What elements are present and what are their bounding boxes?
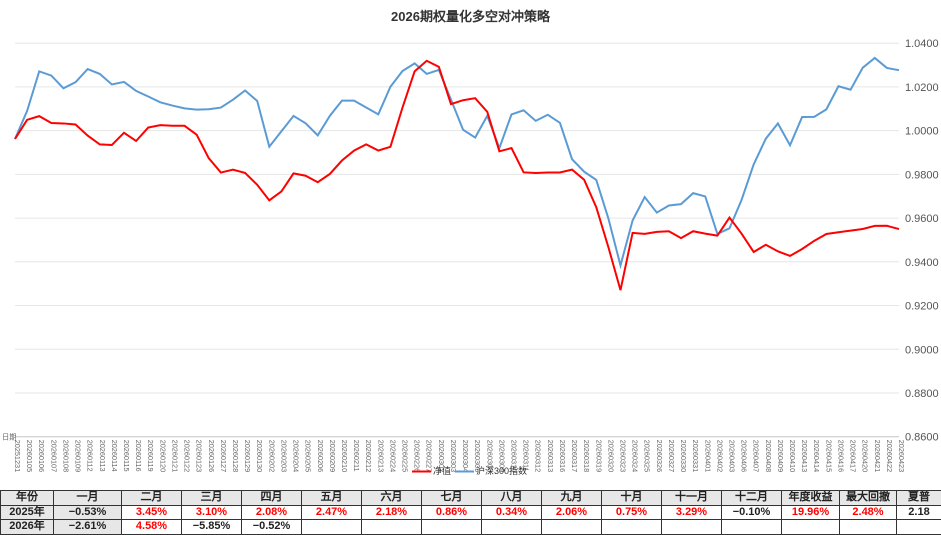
svg-text:20260327: 20260327 — [667, 440, 676, 472]
svg-text:20260417: 20260417 — [849, 440, 858, 472]
svg-text:0.9600: 0.9600 — [905, 213, 939, 225]
svg-text:20260317: 20260317 — [570, 440, 579, 472]
svg-text:20260212: 20260212 — [364, 440, 373, 472]
svg-text:20260402: 20260402 — [715, 440, 724, 472]
svg-text:20260108: 20260108 — [61, 440, 70, 472]
svg-text:20260113: 20260113 — [98, 440, 107, 472]
svg-text:日期: 日期 — [2, 433, 17, 442]
svg-text:20260119: 20260119 — [146, 440, 155, 472]
svg-text:20260213: 20260213 — [376, 440, 385, 472]
svg-text:净值: 净值 — [433, 465, 451, 476]
svg-text:20260106: 20260106 — [37, 440, 46, 472]
svg-text:20260114: 20260114 — [110, 440, 119, 472]
svg-text:20260202: 20260202 — [267, 440, 276, 472]
svg-text:20260410: 20260410 — [788, 440, 797, 472]
svg-text:20260406: 20260406 — [740, 440, 749, 472]
svg-text:1.0400: 1.0400 — [905, 38, 939, 50]
svg-text:20260401: 20260401 — [703, 440, 712, 472]
svg-text:20260316: 20260316 — [558, 440, 567, 472]
svg-text:20260423: 20260423 — [897, 440, 906, 472]
svg-text:20260116: 20260116 — [134, 440, 143, 472]
svg-text:20260304: 20260304 — [461, 440, 470, 472]
svg-text:20260313: 20260313 — [546, 440, 555, 472]
svg-text:20251231: 20251231 — [13, 440, 22, 472]
svg-text:20260115: 20260115 — [122, 440, 131, 472]
svg-text:20260210: 20260210 — [340, 440, 349, 472]
svg-text:20260122: 20260122 — [183, 440, 192, 472]
svg-text:20260224: 20260224 — [388, 440, 397, 472]
svg-text:0.9800: 0.9800 — [905, 169, 939, 181]
svg-text:20260331: 20260331 — [691, 440, 700, 472]
svg-text:20260415: 20260415 — [824, 440, 833, 472]
svg-text:20260414: 20260414 — [812, 440, 821, 472]
svg-text:20260413: 20260413 — [800, 440, 809, 472]
svg-text:20260204: 20260204 — [292, 440, 301, 472]
svg-text:20260105: 20260105 — [25, 440, 34, 472]
svg-text:20260128: 20260128 — [231, 440, 240, 472]
svg-text:20260421: 20260421 — [873, 440, 882, 472]
svg-text:20260130: 20260130 — [255, 440, 264, 472]
svg-text:20260407: 20260407 — [752, 440, 761, 472]
svg-text:20260112: 20260112 — [86, 440, 95, 472]
svg-text:20260416: 20260416 — [836, 440, 845, 472]
svg-text:20260225: 20260225 — [401, 440, 410, 472]
svg-text:20260320: 20260320 — [606, 440, 615, 472]
svg-text:20260203: 20260203 — [279, 440, 288, 472]
svg-text:20260209: 20260209 — [328, 440, 337, 472]
svg-text:20260211: 20260211 — [352, 440, 361, 472]
svg-text:20260121: 20260121 — [170, 440, 179, 472]
svg-text:20260129: 20260129 — [243, 440, 252, 472]
svg-text:20260127: 20260127 — [219, 440, 228, 472]
svg-text:20260107: 20260107 — [49, 440, 58, 472]
svg-text:20260408: 20260408 — [764, 440, 773, 472]
svg-text:沪深300指数: 沪深300指数 — [476, 465, 527, 476]
svg-text:0.9000: 0.9000 — [905, 344, 939, 356]
svg-text:20260312: 20260312 — [534, 440, 543, 472]
svg-text:20260206: 20260206 — [316, 440, 325, 472]
svg-text:20260120: 20260120 — [158, 440, 167, 472]
svg-text:20260420: 20260420 — [861, 440, 870, 472]
svg-text:20260123: 20260123 — [195, 440, 204, 472]
svg-text:20260323: 20260323 — [618, 440, 627, 472]
svg-text:0.9200: 0.9200 — [905, 301, 939, 313]
svg-text:1.0200: 1.0200 — [905, 82, 939, 94]
svg-text:20260109: 20260109 — [74, 440, 83, 472]
svg-text:0.8800: 0.8800 — [905, 388, 939, 400]
svg-text:0.8600: 0.8600 — [905, 432, 939, 444]
svg-text:20260318: 20260318 — [582, 440, 591, 472]
svg-text:20260325: 20260325 — [643, 440, 652, 472]
svg-text:20260326: 20260326 — [655, 440, 664, 472]
svg-text:20260422: 20260422 — [885, 440, 894, 472]
svg-text:20260403: 20260403 — [727, 440, 736, 472]
svg-text:20260126: 20260126 — [207, 440, 216, 472]
svg-text:20260324: 20260324 — [631, 440, 640, 472]
svg-text:20260409: 20260409 — [776, 440, 785, 472]
svg-text:20260319: 20260319 — [594, 440, 603, 472]
svg-text:20260330: 20260330 — [679, 440, 688, 472]
svg-text:1.0000: 1.0000 — [905, 126, 939, 138]
svg-text:20260226: 20260226 — [413, 440, 422, 472]
svg-text:0.9400: 0.9400 — [905, 257, 939, 269]
svg-text:20260205: 20260205 — [304, 440, 313, 472]
